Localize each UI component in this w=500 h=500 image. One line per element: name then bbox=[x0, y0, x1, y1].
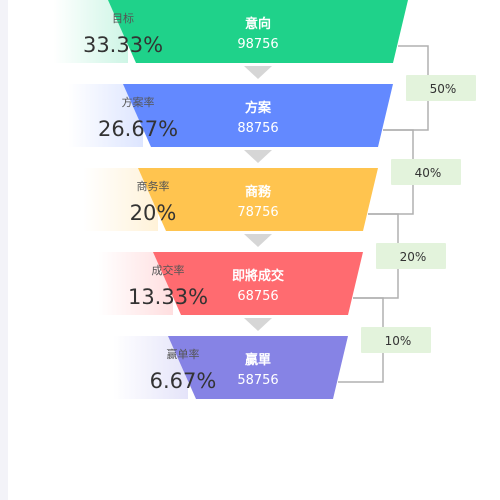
rate-value: 33.33% bbox=[83, 33, 163, 57]
stage-name-label: 方案 bbox=[245, 100, 272, 116]
conversion-rate-box bbox=[391, 159, 461, 185]
conversion-rate-label: 40% bbox=[415, 166, 442, 180]
stage-value-label: 98756 bbox=[237, 37, 278, 52]
funnel-chart-area: 50% 40% 20% 10% 意向 98756 目标 33.33% 方案 88756 方案率 26… bbox=[8, 0, 500, 500]
conversion-rate-label: 50% bbox=[430, 82, 457, 96]
funnel-stage-2[interactable] bbox=[138, 168, 378, 231]
rate-label: 方案率 bbox=[122, 95, 155, 109]
rate-value: 13.33% bbox=[128, 285, 208, 309]
funnel-stage-3[interactable] bbox=[153, 252, 363, 315]
rate-value: 26.67% bbox=[98, 117, 178, 141]
conversion-rate-box bbox=[376, 243, 446, 269]
funnel-stage-1[interactable] bbox=[123, 84, 393, 147]
stage-value-label: 88756 bbox=[237, 121, 278, 136]
conversion-rate-box bbox=[406, 75, 476, 101]
rate-label: 商务率 bbox=[137, 179, 170, 193]
conversion-rate-label: 10% bbox=[385, 334, 412, 348]
rate-label: 赢单率 bbox=[167, 347, 200, 361]
stage-value-label: 58756 bbox=[237, 373, 278, 388]
down-arrow-icon bbox=[244, 66, 272, 79]
stage-name-label: 即將成交 bbox=[232, 268, 284, 284]
rate-label: 目标 bbox=[112, 11, 134, 25]
down-arrow-icon bbox=[244, 234, 272, 247]
stage-name-label: 商務 bbox=[245, 184, 272, 200]
rate-value: 20% bbox=[130, 201, 177, 225]
funnel-chart: 50% 40% 20% 10% 意向 98756 目标 33.33% 方案 88756 方案率 26… bbox=[53, 0, 476, 399]
funnel-stage-0[interactable] bbox=[108, 0, 408, 63]
stage-value-label: 68756 bbox=[237, 289, 278, 304]
rate-label: 成交率 bbox=[152, 263, 185, 277]
down-arrow-icon bbox=[244, 318, 272, 331]
funnel-stage-4[interactable] bbox=[168, 336, 348, 399]
down-arrow-icon bbox=[244, 150, 272, 163]
rate-value: 6.67% bbox=[150, 369, 217, 393]
stage-name-label: 意向 bbox=[245, 16, 271, 32]
stage-value-label: 78756 bbox=[237, 205, 278, 220]
conversion-rate-label: 20% bbox=[400, 250, 427, 264]
stage-name-label: 贏單 bbox=[245, 352, 271, 368]
conversion-rate-box bbox=[361, 327, 431, 353]
